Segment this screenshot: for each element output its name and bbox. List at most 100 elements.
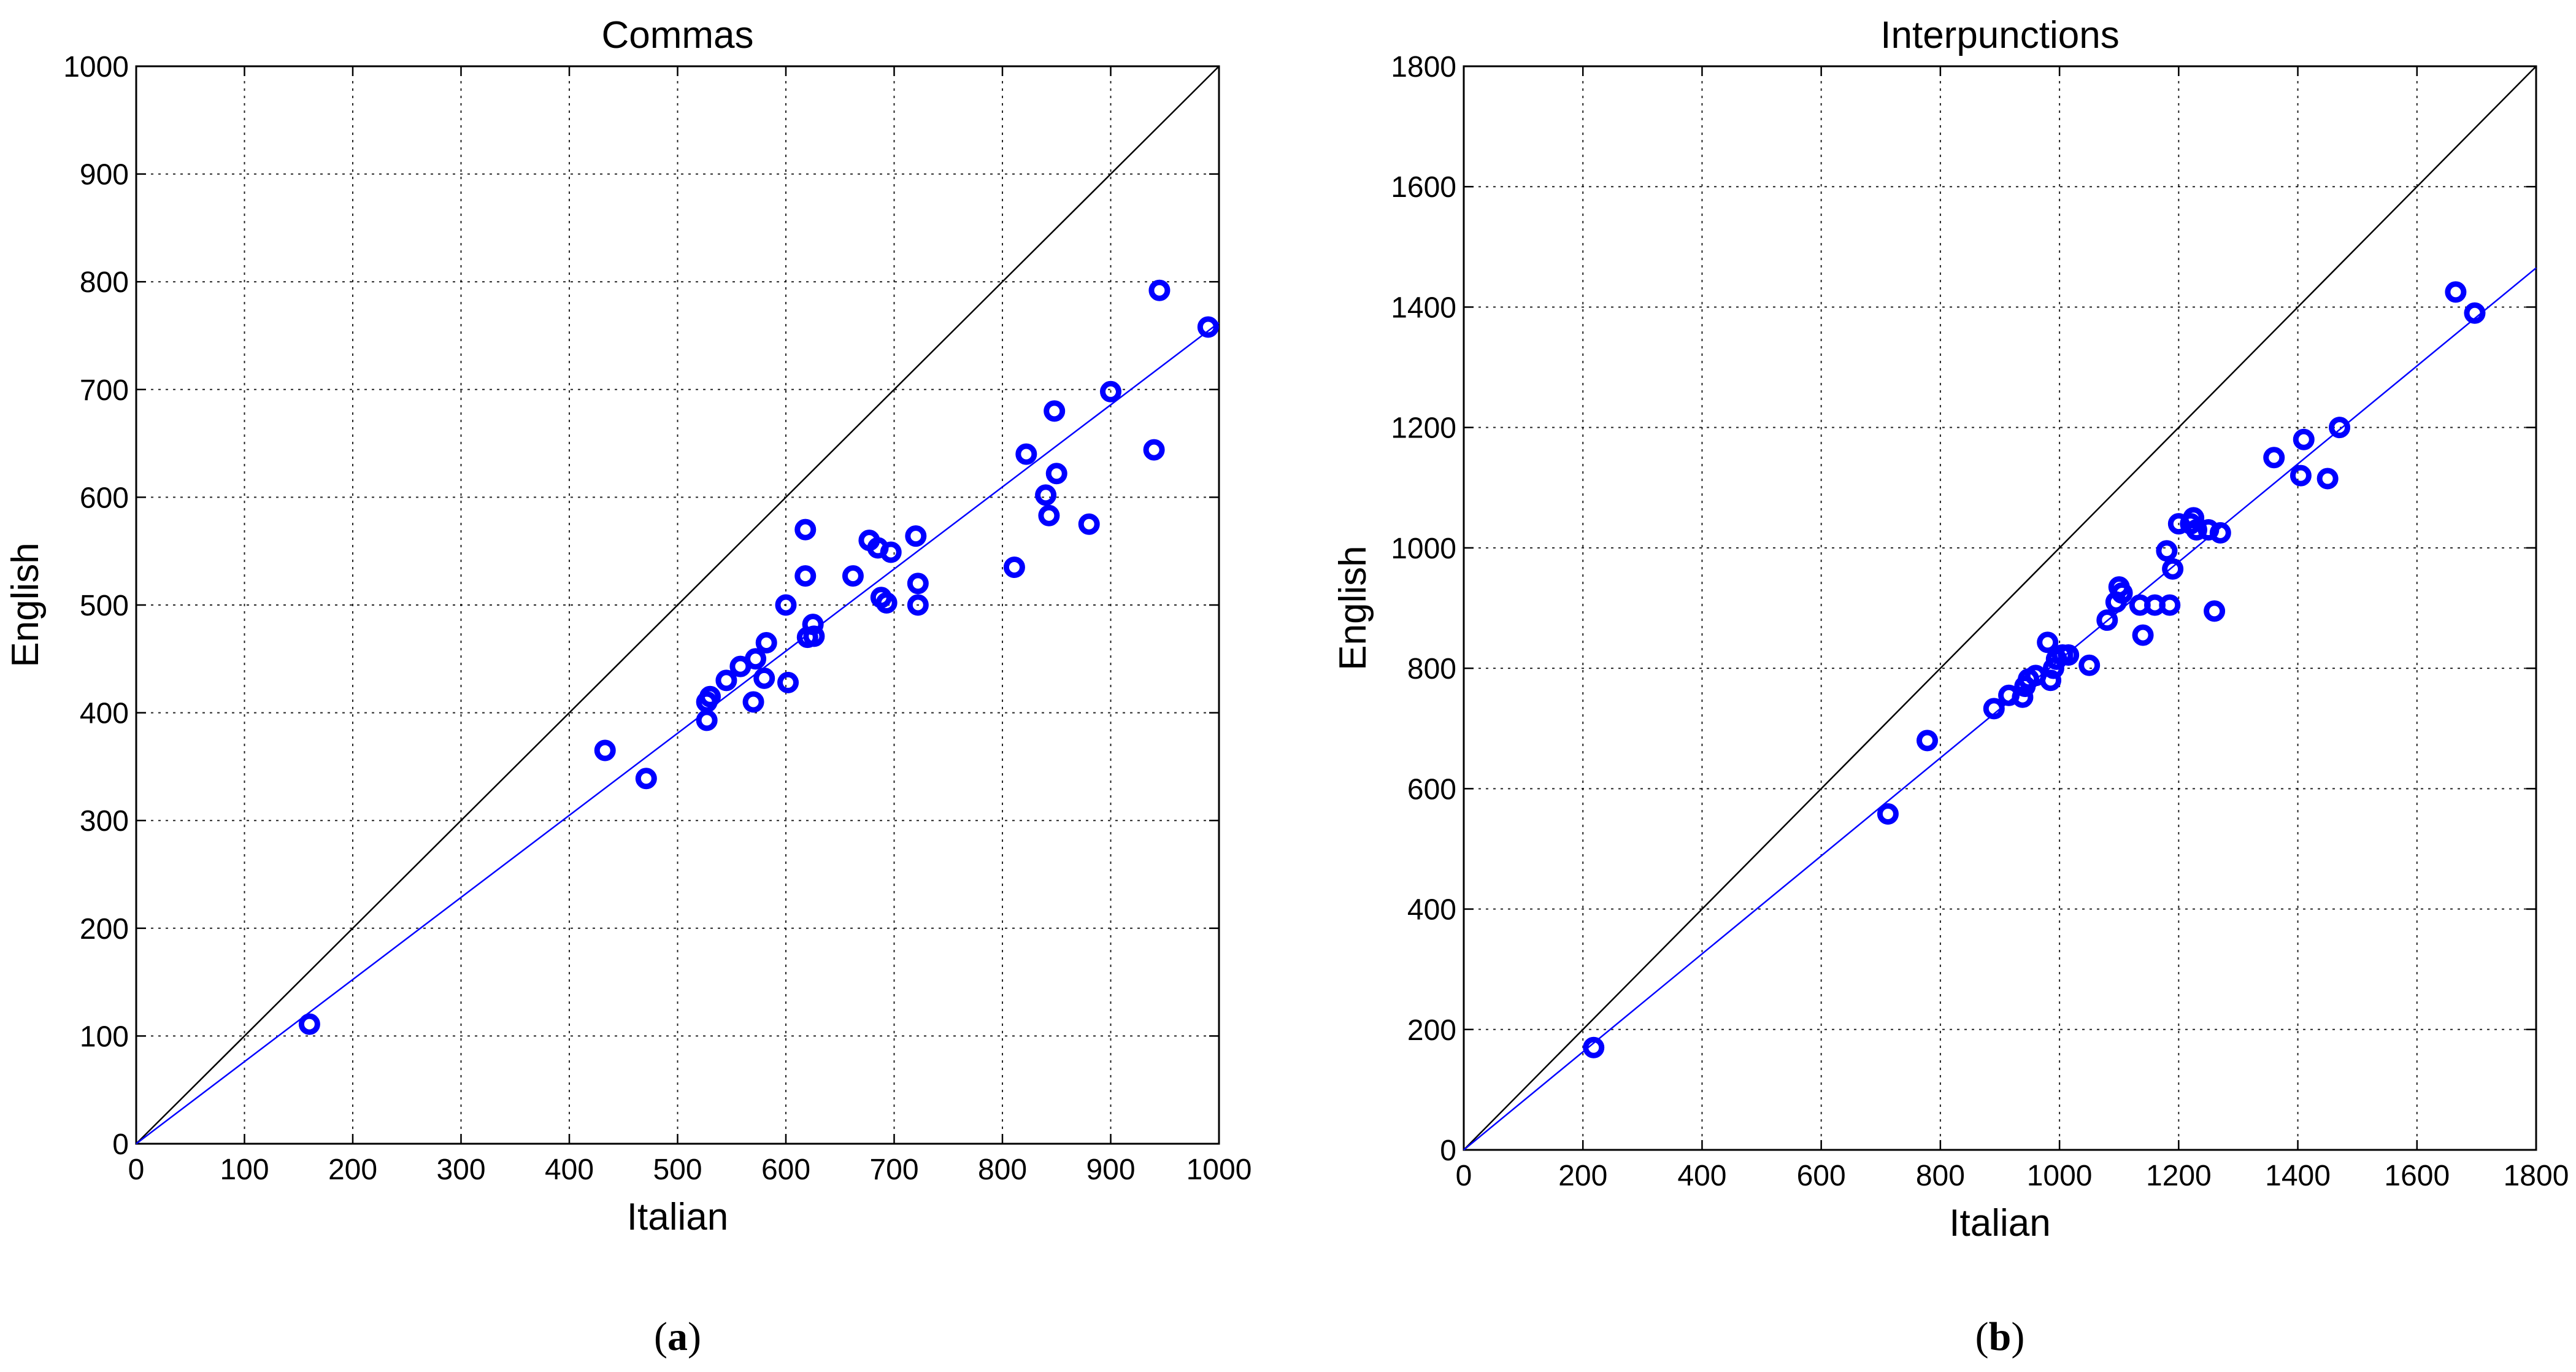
commas-identity-line — [136, 66, 1220, 1144]
commas-panel: 0 100 200 300 400 500 600 700 800 900 1000 0 100 200 3… — [4, 14, 1251, 1359]
commas-y-tick-label: 300 — [80, 805, 129, 838]
commas-data-point — [794, 565, 817, 587]
commas-x-tick-label: 100 — [220, 1154, 269, 1186]
interpunctions-x-tick-label: 1000 — [2027, 1160, 2093, 1192]
commas-y-tick-label: 400 — [80, 698, 129, 730]
commas-data-point — [1148, 279, 1171, 301]
interpunctions-data-point — [2156, 540, 2178, 562]
commas-data-point — [745, 648, 767, 670]
interpunctions-data-point — [2037, 631, 2059, 653]
commas-data-point — [775, 594, 797, 616]
commas-data-point — [742, 691, 764, 713]
interpunctions-x-tick-label: 1200 — [2146, 1160, 2212, 1192]
commas-y-tick-label: 200 — [80, 913, 129, 946]
interpunctions-data-point — [2445, 281, 2467, 303]
commas-x-tick-label: 300 — [436, 1154, 485, 1186]
interpunctions-x-tick-label: 200 — [1558, 1160, 1607, 1192]
interpunctions-y-tick-label: 1000 — [1391, 533, 1456, 565]
commas-y-tick-label: 100 — [80, 1020, 129, 1053]
commas-panel-label-open: ( — [654, 1314, 667, 1359]
commas-y-tick-label: 700 — [80, 374, 129, 407]
commas-x-tick-label: 900 — [1086, 1154, 1135, 1186]
interpunctions-data-point — [2329, 417, 2351, 439]
interpunctions-y-tick-label: 1800 — [1391, 51, 1456, 83]
commas-data-point — [699, 685, 721, 707]
commas-data-point — [803, 625, 825, 647]
interpunctions-data-point — [2185, 518, 2207, 541]
interpunctions-data-point — [2132, 624, 2154, 646]
interpunctions-y-tick-label: 1400 — [1391, 291, 1456, 324]
commas-data-point — [1100, 380, 1121, 403]
interpunctions-data-point — [2263, 447, 2285, 469]
interpunctions-data-point — [1917, 730, 1939, 752]
commas-data-point — [1003, 557, 1025, 579]
commas-x-tick-label: 0 — [128, 1154, 145, 1186]
interpunctions-y-tick-label: 1600 — [1391, 171, 1456, 204]
interpunctions-x-tick-label: 1600 — [2384, 1160, 2450, 1192]
commas-x-tick-label: 700 — [869, 1154, 918, 1186]
interpunctions-data-point — [2316, 468, 2339, 490]
commas-data-point — [842, 565, 864, 587]
commas-regression-line — [136, 322, 1220, 1144]
commas-data-point — [802, 614, 824, 636]
commas-data-point — [905, 525, 927, 547]
interpunctions-data-point — [2078, 654, 2101, 676]
interpunctions-data-point — [2197, 518, 2220, 541]
commas-data-point — [1044, 400, 1066, 422]
commas-data-point — [1197, 316, 1219, 338]
interpunctions-y-tick-label: 600 — [1407, 773, 1456, 806]
commas-data-point — [755, 631, 777, 653]
commas-data-point — [794, 518, 817, 541]
commas-data-point — [907, 594, 929, 616]
commas-data-point — [715, 669, 737, 692]
commas-x-tick-label: 500 — [653, 1154, 702, 1186]
commas-data-point — [777, 671, 799, 693]
interpunctions-x-tick-label: 400 — [1677, 1160, 1726, 1192]
commas-data-point — [635, 768, 657, 790]
commas-x-tick-label: 800 — [978, 1154, 1027, 1186]
commas-data-point — [298, 1013, 320, 1035]
commas-y-tick-label: 1000 — [63, 51, 129, 83]
interpunctions-data-point — [1983, 698, 2005, 720]
interpunctions-data-point — [2464, 302, 2486, 324]
commas-data-point — [1038, 504, 1060, 526]
interpunctions-y-tick-label: 400 — [1407, 894, 1456, 927]
interpunctions-panel-label-close: ) — [2011, 1314, 2024, 1359]
commas-panel-label: (a) — [654, 1314, 701, 1359]
commas-data-point — [753, 667, 775, 689]
interpunctions-x-tick-label: 1400 — [2265, 1160, 2331, 1192]
interpunctions-x-axis-label: Italian — [1949, 1202, 2050, 1244]
commas-data-point — [1078, 513, 1100, 535]
interpunctions-x-tick-label: 800 — [1916, 1160, 1965, 1192]
commas-y-tick-label: 0 — [112, 1128, 129, 1161]
commas-data-point — [1045, 463, 1067, 485]
commas-data-point — [880, 541, 902, 563]
commas-y-axis-label: English — [4, 542, 47, 667]
commas-y-tick-label: 900 — [80, 159, 129, 191]
commas-data-point — [1015, 443, 1037, 465]
interpunctions-y-axis-label: English — [1332, 545, 1374, 670]
commas-chart-title: Commas — [601, 14, 753, 56]
interpunctions-data-point — [1877, 803, 1899, 825]
interpunctions-y-tick-label: 800 — [1407, 653, 1456, 685]
commas-data-point — [907, 572, 929, 595]
commas-x-axis-label: Italian — [627, 1196, 728, 1238]
interpunctions-data-point — [2012, 686, 2034, 708]
commas-data-point — [875, 592, 898, 614]
interpunctions-y-tick-label: 200 — [1407, 1014, 1456, 1047]
interpunctions-data-point — [2096, 609, 2118, 631]
interpunctions-data-point — [1583, 1036, 1605, 1058]
interpunctions-data-point — [2111, 582, 2133, 604]
interpunctions-panel-label-letter: b — [1989, 1314, 2012, 1359]
commas-x-tick-label: 200 — [328, 1154, 377, 1186]
interpunctions-data-point — [2040, 669, 2062, 692]
interpunctions-data-point — [2183, 507, 2205, 529]
commas-y-tick-label: 800 — [80, 266, 129, 299]
interpunctions-data-point — [2209, 522, 2231, 544]
interpunctions-identity-line — [1463, 66, 2537, 1150]
interpunctions-y-tick-label: 0 — [1440, 1135, 1456, 1167]
commas-x-tick-label: 400 — [545, 1154, 594, 1186]
interpunctions-y-tick-label: 1200 — [1391, 412, 1456, 445]
interpunctions-x-tick-label: 1800 — [2504, 1160, 2569, 1192]
